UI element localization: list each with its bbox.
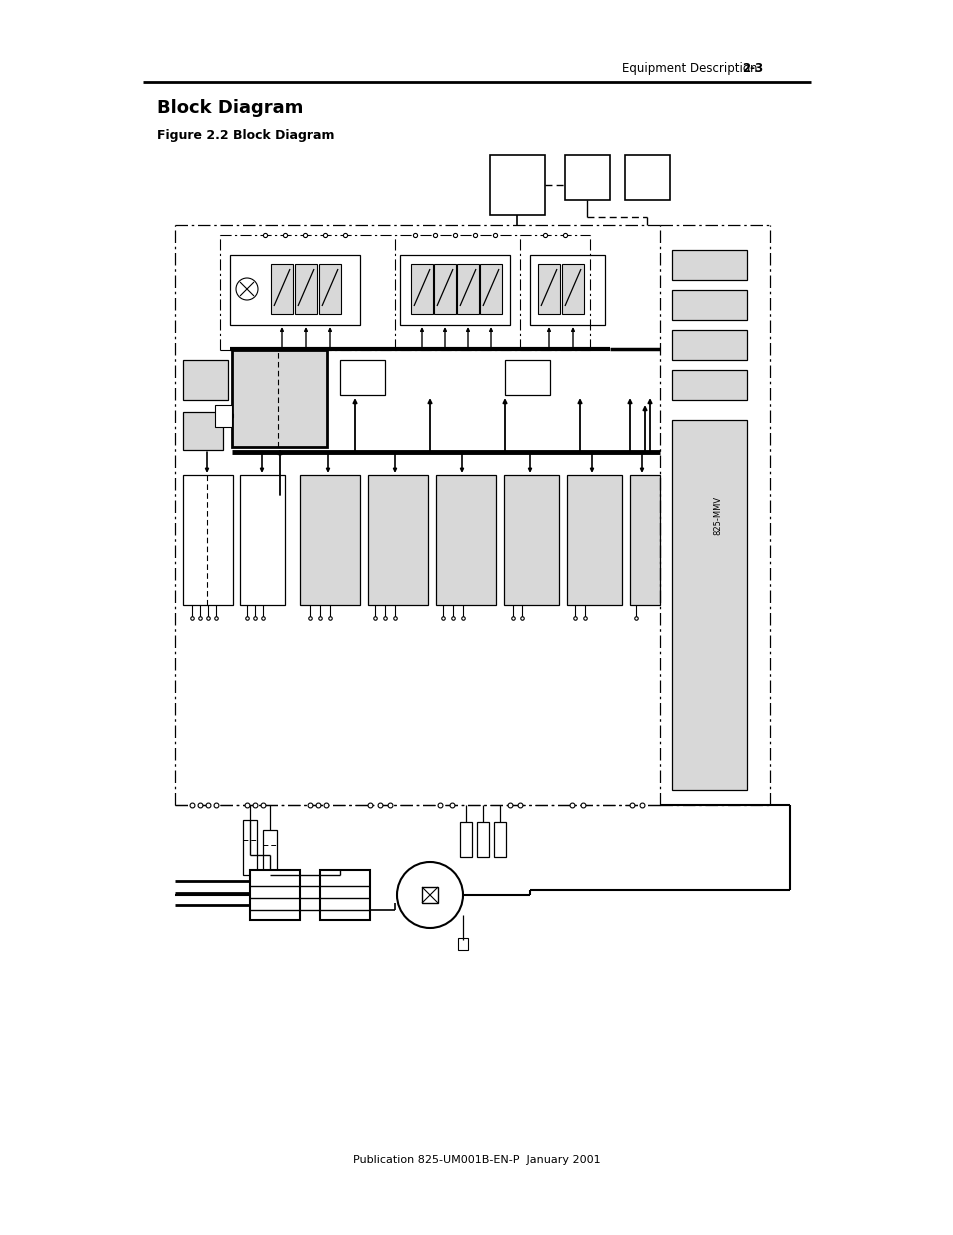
- Bar: [411, 264, 433, 314]
- Text: Equipment Description: Equipment Description: [621, 62, 757, 75]
- Bar: [490, 156, 544, 215]
- Bar: [436, 475, 496, 605]
- Bar: [503, 475, 558, 605]
- Bar: [459, 823, 472, 857]
- Bar: [456, 264, 478, 314]
- Bar: [230, 254, 359, 325]
- Bar: [494, 823, 505, 857]
- Bar: [183, 359, 228, 400]
- Bar: [240, 475, 285, 605]
- Bar: [566, 475, 621, 605]
- Bar: [671, 370, 746, 400]
- Bar: [561, 264, 583, 314]
- Bar: [671, 330, 746, 359]
- Bar: [339, 359, 385, 395]
- Bar: [457, 939, 468, 950]
- Bar: [294, 264, 316, 314]
- Bar: [421, 887, 437, 903]
- Bar: [243, 820, 256, 876]
- Bar: [183, 475, 233, 605]
- Bar: [537, 264, 559, 314]
- Text: Block Diagram: Block Diagram: [157, 99, 303, 117]
- Bar: [564, 156, 609, 200]
- Bar: [271, 264, 293, 314]
- Bar: [299, 475, 359, 605]
- Bar: [368, 475, 428, 605]
- Text: Figure 2.2 Block Diagram: Figure 2.2 Block Diagram: [157, 128, 335, 142]
- Text: 2-3: 2-3: [741, 62, 762, 75]
- Bar: [504, 359, 550, 395]
- Bar: [624, 156, 669, 200]
- Bar: [183, 412, 223, 450]
- Text: 825-MMV: 825-MMV: [713, 495, 721, 535]
- Bar: [671, 290, 746, 320]
- Bar: [479, 264, 501, 314]
- Bar: [434, 264, 456, 314]
- Bar: [232, 350, 327, 447]
- Bar: [214, 405, 232, 427]
- Bar: [318, 264, 340, 314]
- Bar: [263, 830, 276, 876]
- Bar: [399, 254, 510, 325]
- Bar: [530, 254, 604, 325]
- Bar: [671, 249, 746, 280]
- Bar: [319, 869, 370, 920]
- Bar: [629, 475, 659, 605]
- Bar: [250, 869, 299, 920]
- Text: Publication 825-UM001B-EN-P  January 2001: Publication 825-UM001B-EN-P January 2001: [353, 1155, 600, 1165]
- Bar: [476, 823, 489, 857]
- Bar: [671, 420, 746, 790]
